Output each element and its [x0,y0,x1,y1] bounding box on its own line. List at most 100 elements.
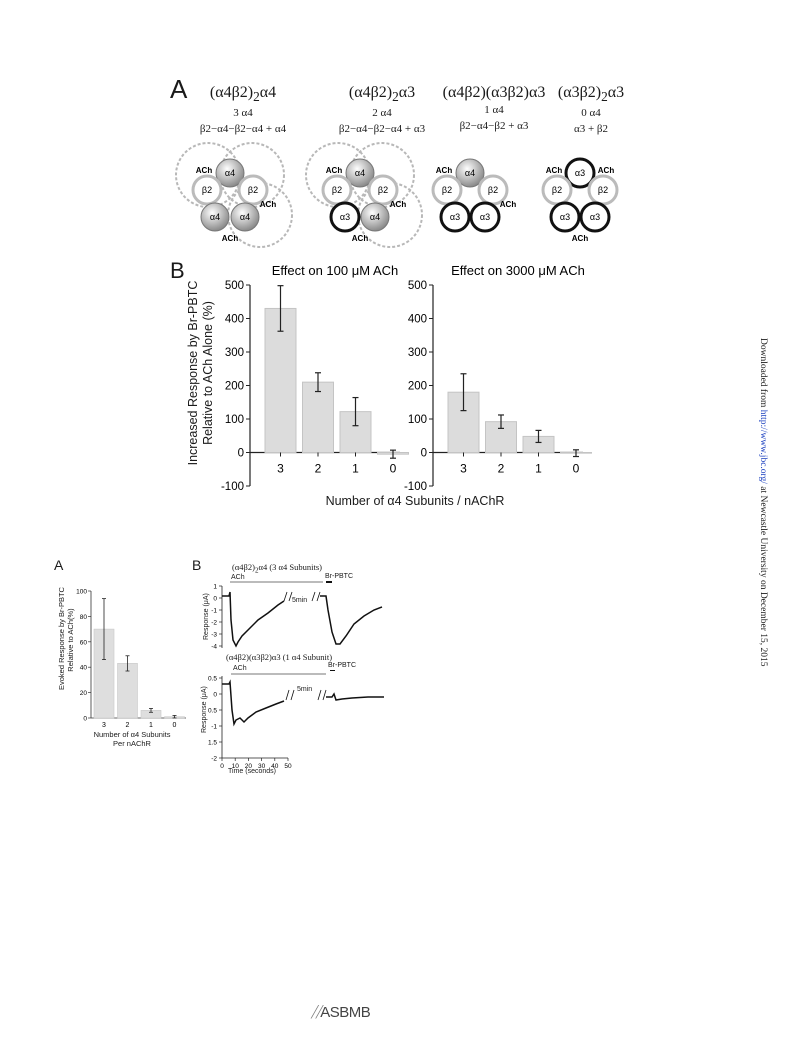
y-tick-label: 0 [83,716,87,723]
bottom-panel-a-letter: A [54,557,64,573]
x-tick-label: 0 [573,462,580,476]
y-tick-label: 40 [80,665,88,672]
trace-top-current [222,591,285,648]
subtype-name: (α4β2)2α3 [348,84,416,105]
svg-text:ACh: ACh [390,200,407,209]
trace-top-title: (α4β2)2α4 (3 α4 Subunits) [232,562,322,575]
svg-text:ACh: ACh [326,166,343,175]
y-tick-label: 200 [225,381,244,393]
svg-text:α4: α4 [355,168,365,178]
x-tick-label: 50 [284,763,292,770]
y-tick-label: 100 [408,414,427,426]
y-tick-label: -1 [211,724,217,731]
bar [117,663,138,719]
subunit-diagrams: α4 β2 β2 α4 α4 ACh ACh ACh α4 β2 β2 α3 α… [175,142,619,248]
svg-text:ACh: ACh [196,166,213,175]
y-tick-label: -100 [404,481,427,493]
trace-top-y-axis: -4 -3 -2 -1 0 1 [211,584,222,651]
subtype-name: (α4β2)2α4 [209,84,277,105]
download-note: Downloaded from http://www.jbc.org/ at N… [758,338,768,667]
svg-text:α4: α4 [225,168,235,178]
trace-bottom-gap-label: 5min [297,686,313,693]
diagram-1a4: α4 β2 β2 α3 α3 ACh ACh [431,158,517,233]
y-tick-label: 0 [213,596,217,603]
trace-top-plot: -4 -3 -2 -1 0 1 [211,581,383,651]
y-tick-label: 100 [76,589,87,596]
subtype-composition: β2−α4−β2−α4 + α4 [199,123,287,136]
svg-text:α4: α4 [240,212,250,222]
subtype-header: (α4β2)(α3β2)α3 1 α4 β2−α4−β2 + α3 [434,84,554,132]
subtype-header: (α4β2)2α3 2 α4 β2−α4−β2−α4 + α3 [322,84,442,135]
svg-text:α4: α4 [370,212,380,222]
svg-text:ACh: ACh [546,166,563,175]
svg-text:α3: α3 [560,212,570,222]
bottom-a-x-axis-label: Number of α4 Subunits Per nAChR [93,730,171,748]
y-tick-label: -3 [211,632,217,639]
top-x-axis-label: Number of α4 Subunits / nAChR [325,494,505,508]
download-link[interactable]: http://www.jbc.org/ [758,409,768,484]
x-tick-label: 2 [498,462,505,476]
subtype-count: 3 α4 [233,107,253,120]
bar-chart-panel: Effect on 3000 μM ACh -100 0 100 200 300 400 50… [404,263,592,493]
svg-text:β2: β2 [248,185,258,195]
svg-text:β2: β2 [378,185,388,195]
asbmb-logo: ⧸⧸ASBMB [311,1004,371,1021]
trace-bottom-current [222,679,285,727]
svg-text:ACh: ACh [500,200,517,209]
chart-title: Effect on 100 μM ACh [272,263,399,278]
x-tick-label: 0 [173,722,177,729]
svg-text:α3: α3 [450,212,460,222]
y-tick-label: 0 [238,448,244,460]
y-tick-label: 0 [421,448,427,460]
top-panel-a-letter: A [170,74,188,104]
svg-text:ACh: ACh [260,200,277,209]
diagram-0a4: α3 β2 β2 α3 α3 ACh ACh ACh [541,157,619,243]
diagram-2a4: α4 β2 β2 α3 α4 ACh ACh ACh [305,142,423,248]
y-tick-label: 300 [408,347,427,359]
x-tick-label: 40 [271,763,279,770]
bar-chart-panel: Effect on 100 μM ACh -100 0 100 200 300 400 500… [221,263,409,493]
subtype-header: (α3β2)2α3 0 α4 α3 + β2 [546,84,636,135]
svg-text:ACh: ACh [352,234,369,243]
y-tick-label: 1 [213,584,217,591]
x-tick-label: 1 [535,462,542,476]
trace-bottom-x-axis: 0 10 20 30 40 50 [220,758,292,770]
svg-text:β2: β2 [442,185,452,195]
y-tick-label: -0.5 [208,708,217,715]
subtype-count: 2 α4 [372,107,392,120]
x-tick-label: 30 [258,763,266,770]
x-tick-label: 1 [352,462,359,476]
trace-bottom-ach-label: ACh [233,665,247,672]
subtype-composition: β2−α4−β2 + α3 [459,120,529,132]
svg-text:ACh: ACh [598,166,615,175]
y-tick-label: -1 [211,608,217,615]
y-tick-label: 400 [408,314,427,326]
svg-text:ACh: ACh [222,234,239,243]
bottom-bar-chart: 0 20 40 60 80 100 3 2 1 0 [76,589,186,729]
subtype-name: (α3β2)2α3 [557,84,625,105]
asbmb-mark-icon: ⧸⧸ [311,1004,321,1021]
chart-title: Effect on 3000 μM ACh [451,263,585,278]
svg-text:β2: β2 [488,185,498,195]
trace-bottom-x-label: Time (seconds) [228,768,276,775]
trace-bottom-y-label: Response (μA) [201,686,208,733]
x-tick-label: 10 [232,763,240,770]
bottom-a-y-axis-label: Evoked Response by Br-PBTC Relative to A… [57,587,75,690]
trace-bottom-current-2 [326,692,384,701]
subtype-header: (α4β2)2α4 3 α4 β2−α4−β2−α4 + α4 [188,84,298,135]
trace-top-drug-label: Br-PBTC [325,573,353,580]
subtype-count: 1 α4 [484,104,504,116]
y-tick-label: -4 [211,644,217,651]
x-tick-label: 3 [460,462,467,476]
svg-text:α3: α3 [340,212,350,222]
x-tick-label: 3 [102,722,106,729]
svg-text:α3: α3 [590,212,600,222]
trace-top-gap-label: 5min [292,597,308,604]
y-tick-label: 60 [80,639,88,646]
y-tick-label: 0 [213,692,217,699]
top-bar-charts: Effect on 100 μM ACh-1000100200300400500… [221,263,592,493]
svg-text:β2: β2 [552,185,562,195]
svg-text:β2: β2 [202,185,212,195]
trace-top-ach-label: ACh [231,574,245,581]
x-tick-label: 2 [315,462,322,476]
